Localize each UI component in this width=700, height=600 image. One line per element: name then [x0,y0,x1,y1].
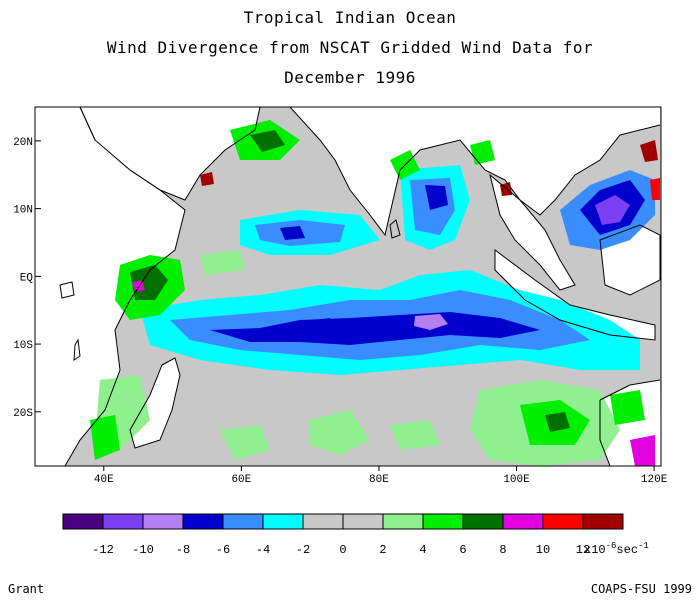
colorbar-tick-label: 12 [576,543,590,557]
map-date: December 1996 [284,68,416,87]
colorbar-tick-label: 10 [536,543,550,557]
lon-tick-label: 100E [503,474,530,486]
colorbar-swatch [302,513,344,530]
africa-land [35,107,185,466]
colorbar-tick-label: 4 [419,543,426,557]
colorbar-swatch [422,513,464,530]
lat-tick-label: 20S [13,408,33,420]
colorbar-swatch [582,513,624,530]
colorbar-tick-label: 6 [459,543,466,557]
author-credit: Grant [8,582,45,596]
longitude-axis: 40E 60E 80E 100E 120E [94,466,668,486]
colorbar-swatch [222,513,264,530]
sumatra-java-land [495,250,655,340]
map-title: Tropical Indian Ocean [243,8,457,27]
coastlines [35,107,661,466]
colorbar-tick-label: -2 [296,543,310,557]
asia-land [290,107,660,235]
latitude-axis: 20N 10N EQ 10S 20S [13,137,41,420]
divergence-field [35,107,661,466]
colorbar-swatch [142,513,184,530]
colorbar-units: x10-6sec-1 [584,541,649,557]
colorbar-swatch [62,513,104,530]
lon-tick-label: 80E [369,474,389,486]
colorbar-swatch [502,513,544,530]
colorbar-swatch [262,513,304,530]
organization-credit: COAPS-FSU 1999 [590,582,692,596]
colorbar-swatch [102,513,144,530]
colorbar-tick-label: 2 [379,543,386,557]
colorbar-swatch [462,513,504,530]
colorbar-labels: -12 -10 -8 -6 -4 -2 0 2 4 6 8 10 12 [92,543,590,557]
lat-tick-label: 10S [13,340,33,352]
lon-tick-label: 60E [231,474,251,486]
divergence-contours [90,120,660,466]
malay-peninsula-land [490,175,575,290]
colorbar-swatch [382,513,424,530]
lon-tick-label: 120E [641,474,668,486]
colorbar-swatch [542,513,584,530]
map-subtitle: Wind Divergence from NSCAT Gridded Wind … [106,38,594,57]
arabia-land [80,107,260,200]
colorbar-tick-label: -10 [132,543,154,557]
lon-tick-label: 40E [94,474,114,486]
map-frame [34,106,662,467]
lat-tick-label: 10N [13,205,33,217]
colorbar-tick-label: 0 [339,543,346,557]
colorbar-tick-label: -4 [256,543,270,557]
colorbar-tick-label: 8 [499,543,506,557]
lat-tick-label: 20N [13,137,33,149]
lat-tick-label: EQ [20,272,34,284]
colorbar-tick-label: -12 [92,543,114,557]
colorbar-tick-label: -6 [216,543,230,557]
colorbar-swatch [342,513,384,530]
colorbar-tick-label: -8 [176,543,190,557]
colorbar [62,513,624,530]
colorbar-swatch [182,513,224,530]
